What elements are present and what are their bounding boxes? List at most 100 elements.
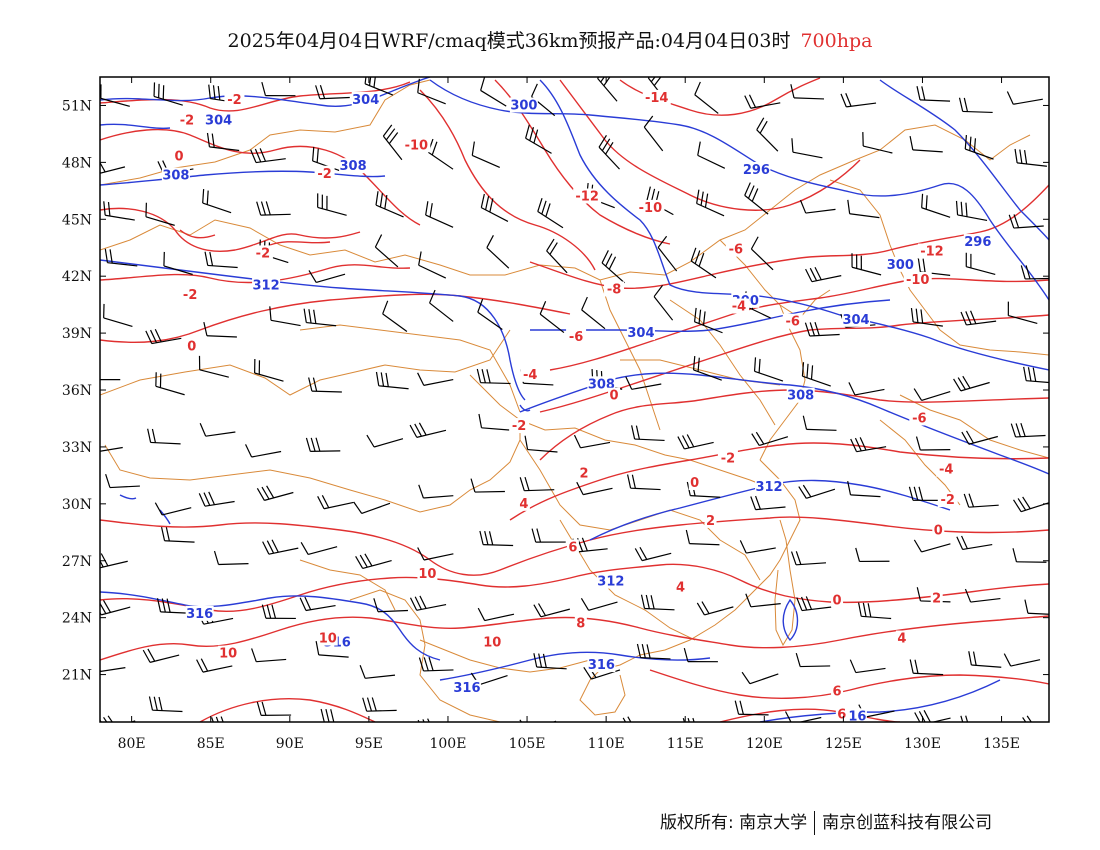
wind-barb [1003, 653, 1041, 667]
lon-tick-label: 90E [276, 736, 304, 752]
temperature-contour-label: -2 [721, 451, 735, 466]
wind-barb [909, 136, 943, 153]
geopotential-label-bg [509, 97, 538, 113]
wind-barb [364, 77, 394, 96]
wind-barb [202, 189, 232, 214]
wind-barb [315, 640, 349, 658]
geopotential-label-bg [587, 657, 616, 673]
wind-barb [418, 657, 454, 672]
temperature-label-bg [176, 112, 197, 128]
geopotential-label-bg [587, 376, 616, 392]
wind-barb [855, 547, 890, 563]
temperature-contour-label: 0 [690, 476, 699, 491]
wind-barb [533, 603, 570, 618]
temperature-label-bg [574, 615, 587, 631]
lon-tick-label: 130E [904, 736, 941, 752]
wind-barb [741, 671, 779, 685]
wind-barb [1023, 366, 1049, 384]
wind-barb [968, 651, 1002, 668]
wind-barb [429, 289, 454, 322]
wind-barb [915, 436, 951, 451]
wind-barb [100, 446, 123, 452]
temperature-contour-label: -4 [939, 463, 953, 478]
geopotential-contour-label: 304 [627, 326, 654, 341]
lat-tick-label: 48N [62, 155, 92, 171]
temperature-contour-label: -12 [920, 245, 944, 260]
temperature-label-bg [185, 338, 198, 354]
wind-barb [477, 298, 503, 330]
temperature-contour-label: 8 [576, 616, 585, 631]
wind-barb [1010, 422, 1046, 438]
temperature-label-bg [717, 450, 738, 466]
wind-barb [801, 362, 831, 387]
geopotential-contour-label: 316 [453, 681, 480, 696]
wind-barb [734, 700, 769, 716]
geopotential-contour-label: 312 [597, 575, 624, 590]
wind-barb [576, 481, 613, 496]
temperature-label-bg [517, 495, 530, 511]
geopotential-contour-label: 308 [162, 169, 189, 184]
wind-barb [751, 431, 789, 447]
temperature-label-bg [831, 592, 844, 608]
geopotential-contour-label: 308 [339, 159, 366, 174]
latitude-axis: 51N 48N 45N 42N 39N 36N 33N 30N 27N 24N 21N [62, 98, 1049, 684]
geopotential-label-bg [626, 325, 655, 341]
temperature-label-bg [937, 492, 958, 508]
temperature-contour-label: -2 [227, 93, 241, 108]
wind-barb [145, 328, 182, 345]
lat-tick-label: 36N [62, 383, 92, 399]
wind-barb [476, 368, 511, 385]
wind-barb [862, 132, 893, 154]
wind-barb [478, 413, 512, 431]
wind-barb [956, 535, 993, 551]
wind-barb [145, 202, 175, 226]
wind-barb [753, 357, 784, 382]
title-text: 2025年04月04日WRF/cmaq模式36km预报产品:04月04日03时 [227, 30, 791, 52]
temperature-label-bg [909, 410, 930, 426]
geopotential-label-bg [351, 91, 380, 107]
wind-barb [1024, 599, 1049, 615]
wind-barb [105, 474, 140, 489]
wind-barb [256, 701, 292, 717]
wind-barb [373, 598, 408, 613]
lon-tick-label: 110E [588, 736, 625, 752]
lon-tick-label: 80E [118, 736, 146, 752]
temperature-contour-label: -10 [906, 273, 930, 288]
wind-barb [155, 372, 185, 396]
wind-barb [791, 138, 823, 159]
wind-barb [480, 193, 509, 222]
wind-barb [694, 81, 719, 114]
wind-barb [100, 553, 128, 569]
temperature-contour-label: -4 [732, 300, 746, 315]
lon-tick-label: 125E [825, 736, 862, 752]
wind-barb [631, 425, 665, 442]
temperature-contour-label: 0 [610, 389, 619, 404]
temperature-contour-label: 10 [483, 635, 501, 650]
wind-barb [1020, 265, 1049, 280]
wind-barb [262, 539, 299, 555]
wind-barb [163, 251, 193, 276]
wind-barb [317, 193, 347, 216]
geopotential-label-bg [886, 256, 915, 272]
geopotential-contour-label: 308 [787, 389, 814, 404]
temperature-label-bg [482, 634, 503, 650]
temperature-label-bg [725, 241, 746, 257]
temperature-label-bg [317, 630, 338, 646]
wind-barb [251, 648, 287, 663]
temperature-contour-label: 2 [932, 592, 941, 607]
lon-tick-label: 115E [667, 736, 704, 752]
wind-barb [362, 697, 397, 712]
wind-barb [851, 253, 882, 276]
wind-barb [850, 437, 887, 453]
wind-barb [913, 539, 951, 553]
wind-barb [375, 191, 404, 218]
pressure-level-label: 700hpa [800, 30, 873, 52]
temperature-label-bg [417, 566, 438, 582]
geopotential-label-bg [252, 277, 281, 293]
temperature-contour-label: 6 [837, 707, 846, 722]
wind-barb [537, 198, 564, 229]
wind-barb [299, 596, 336, 612]
wind-barb [261, 81, 296, 97]
lon-tick-label: 120E [746, 736, 783, 752]
wind-barb [256, 201, 291, 216]
